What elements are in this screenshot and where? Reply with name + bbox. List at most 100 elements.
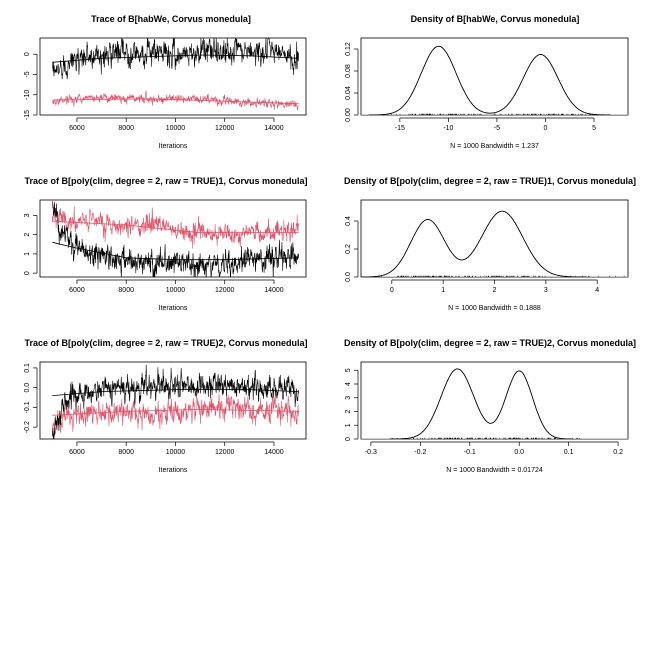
plot-area xyxy=(361,210,628,277)
y-tick-label: 3 xyxy=(24,213,31,217)
panel-title: Density of B[poly(clim, degree = 2, raw … xyxy=(344,176,636,186)
y-tick-label: 2 xyxy=(24,233,31,237)
plot-area xyxy=(52,38,299,111)
smooth-line-1 xyxy=(52,241,299,261)
x-tick-label: 8000 xyxy=(118,125,134,132)
plot-frame xyxy=(360,361,629,440)
x-tick-label: -0.1 xyxy=(464,449,476,456)
panel-title: Trace of B[poly(clim, degree = 2, raw = … xyxy=(24,338,307,348)
x-axis-label: Iterations xyxy=(159,467,188,474)
density-curve xyxy=(368,45,611,115)
chain-trace-1 xyxy=(52,38,299,80)
x-tick-label: 8000 xyxy=(118,449,134,456)
chain-trace-2 xyxy=(52,364,299,439)
y-tick-label: 0.1 xyxy=(24,363,31,373)
x-tick-label: 10000 xyxy=(166,287,186,294)
y-tick-label: 0.0 xyxy=(345,272,352,282)
x-tick-label: 2 xyxy=(493,287,497,294)
x-tick-label: 5 xyxy=(592,125,596,132)
x-tick-label: 0.0 xyxy=(514,449,524,456)
y-tick-label: 3 xyxy=(345,396,352,400)
plot-frame xyxy=(360,37,629,116)
x-tick-label: -5 xyxy=(494,125,500,132)
plot-area xyxy=(52,364,299,439)
y-tick-label: 1 xyxy=(345,423,352,427)
y-tick-label: 0.12 xyxy=(345,42,352,56)
panel-1: Trace of B[habWe, Corvus monedula] 6000 80… xyxy=(24,14,307,150)
panel-title: Trace of B[poly(clim, degree = 2, raw = … xyxy=(24,176,307,186)
chain-trace-2 xyxy=(52,201,299,277)
smooth-line-2 xyxy=(52,220,299,234)
y-tick-label: -5 xyxy=(24,71,31,77)
x-tick-label: 12000 xyxy=(215,125,235,132)
x-tick-label: 0.2 xyxy=(613,449,623,456)
x-tick-label: 6000 xyxy=(69,449,85,456)
x-tick-label: -10 xyxy=(443,125,453,132)
plot-area xyxy=(361,45,628,115)
plot-frame xyxy=(360,199,629,278)
rug xyxy=(391,113,604,115)
x-tick-label: 14000 xyxy=(264,125,284,132)
x-tick-label: 0 xyxy=(390,287,394,294)
panel-title: Density of B[poly(clim, degree = 2, raw … xyxy=(344,338,636,348)
y-tick-label: 0.0 xyxy=(24,383,31,393)
panel-6: Density of B[poly(clim, degree = 2, raw … xyxy=(344,338,636,474)
x-tick-label: 4 xyxy=(595,287,599,294)
x-tick-label: 1 xyxy=(441,287,445,294)
x-tick-label: 0.1 xyxy=(564,449,574,456)
y-tick-label: -0.2 xyxy=(24,421,31,433)
smooth-line-2 xyxy=(52,408,299,416)
y-tick-label: 0.4 xyxy=(345,216,352,226)
panel-title: Density of B[habWe, Corvus monedula] xyxy=(411,14,580,24)
x-tick-label: -0.2 xyxy=(414,449,426,456)
y-tick-label: 0.04 xyxy=(345,86,352,100)
x-tick-label: -0.3 xyxy=(365,449,377,456)
panel-2: Density of B[habWe, Corvus monedula] -15 -… xyxy=(345,14,629,150)
chain-trace-2 xyxy=(52,90,299,111)
x-tick-label: 10000 xyxy=(166,125,186,132)
smooth-line-2 xyxy=(52,98,299,105)
y-tick-label: 1 xyxy=(24,252,31,256)
x-tick-label: 14000 xyxy=(264,449,284,456)
panel-3: Trace of B[poly(clim, degree = 2, raw = … xyxy=(24,176,308,312)
y-tick-label: 0 xyxy=(24,271,31,275)
x-tick-label: 6000 xyxy=(69,125,85,132)
x-axis-label: N = 1000 Bandwidth = 0.1888 xyxy=(448,305,541,312)
y-tick-label: 2 xyxy=(345,409,352,413)
plot-frame xyxy=(39,199,307,278)
chain-trace-1 xyxy=(52,392,299,439)
x-tick-label: 14000 xyxy=(264,287,284,294)
x-axis-label: N = 1000 Bandwidth = 1.237 xyxy=(450,143,539,150)
x-tick-label: 12000 xyxy=(215,449,235,456)
y-tick-label: 0 xyxy=(24,52,31,56)
x-tick-label: 6000 xyxy=(69,287,85,294)
density-curve xyxy=(361,210,587,277)
x-axis-label: N = 1000 Bandwidth = 0.01724 xyxy=(446,467,543,474)
plot-area xyxy=(52,201,299,277)
y-tick-label: 0.2 xyxy=(345,244,352,254)
y-tick-label: 4 xyxy=(345,382,352,386)
panel-5: Trace of B[poly(clim, degree = 2, raw = … xyxy=(24,338,308,474)
x-tick-label: -15 xyxy=(395,125,405,132)
panel-title: Trace of B[habWe, Corvus monedula] xyxy=(91,14,251,24)
y-tick-label: 0.08 xyxy=(345,64,352,78)
x-axis-label: Iterations xyxy=(159,305,188,312)
x-tick-label: 8000 xyxy=(118,287,134,294)
y-tick-label: -15 xyxy=(24,110,31,120)
y-tick-label: -10 xyxy=(24,90,31,100)
density-curve xyxy=(390,368,573,439)
plot-frame xyxy=(39,361,307,440)
plot-area xyxy=(361,368,628,439)
smooth-line-1 xyxy=(52,54,299,63)
x-axis-label: Iterations xyxy=(159,143,188,150)
rug xyxy=(390,437,580,439)
x-tick-label: 12000 xyxy=(215,287,235,294)
chain-trace-1 xyxy=(52,203,299,249)
y-tick-label: 5 xyxy=(345,368,352,372)
x-tick-label: 3 xyxy=(544,287,548,294)
panel-4: Density of B[poly(clim, degree = 2, raw … xyxy=(344,176,636,312)
y-tick-label: -0.1 xyxy=(24,401,31,413)
y-tick-label: 0.00 xyxy=(345,108,352,122)
x-tick-label: 10000 xyxy=(166,449,186,456)
